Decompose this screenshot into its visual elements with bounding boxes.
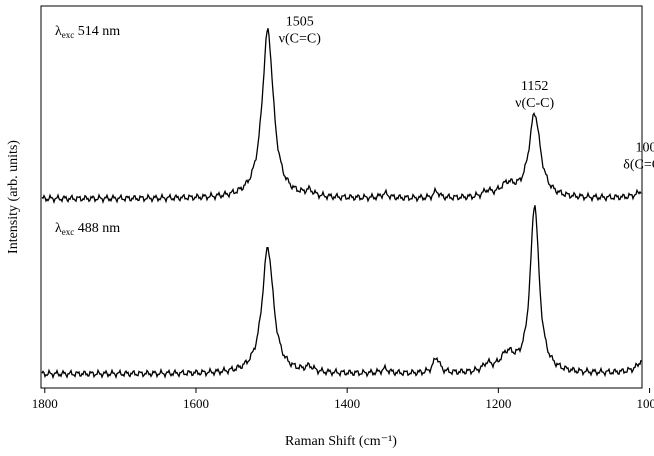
x-tick-label: 1200	[485, 396, 511, 411]
y-axis-label: Intensity (arb. units)	[6, 140, 21, 254]
peak-annotation-value: 1505	[286, 14, 314, 29]
x-tick-label: 1400	[334, 396, 360, 411]
series-label-2: λexc 488 nm	[55, 221, 120, 237]
x-tick-label: 1000	[637, 396, 654, 411]
x-tick-label: 1800	[32, 396, 58, 411]
series-label-1: λexc 514 nm	[55, 24, 120, 40]
x-tick-label: 1600	[183, 396, 209, 411]
peak-annotation-mode: ν(C-C)	[515, 96, 554, 111]
plot-frame	[40, 5, 643, 389]
x-ticks: 1800 1600 1400 1200 1000	[32, 388, 654, 411]
series-group: λexc 514 nm λexc 488 nm	[41, 24, 642, 380]
annotations-group: 1505 ν(C=C) 1152 ν(C-C) 1000 δ(C=CH)	[279, 14, 654, 172]
peak-annotation-mode: δ(C=CH)	[623, 157, 654, 172]
x-axis-label: Raman Shift (cm⁻¹)	[285, 434, 397, 449]
peak-annotation-value: 1000	[636, 140, 654, 155]
series-line-2	[41, 205, 642, 380]
series-line-1	[41, 28, 642, 205]
peak-annotation-value: 1152	[521, 79, 548, 94]
peak-annotation-mode: ν(C=C)	[279, 31, 322, 46]
